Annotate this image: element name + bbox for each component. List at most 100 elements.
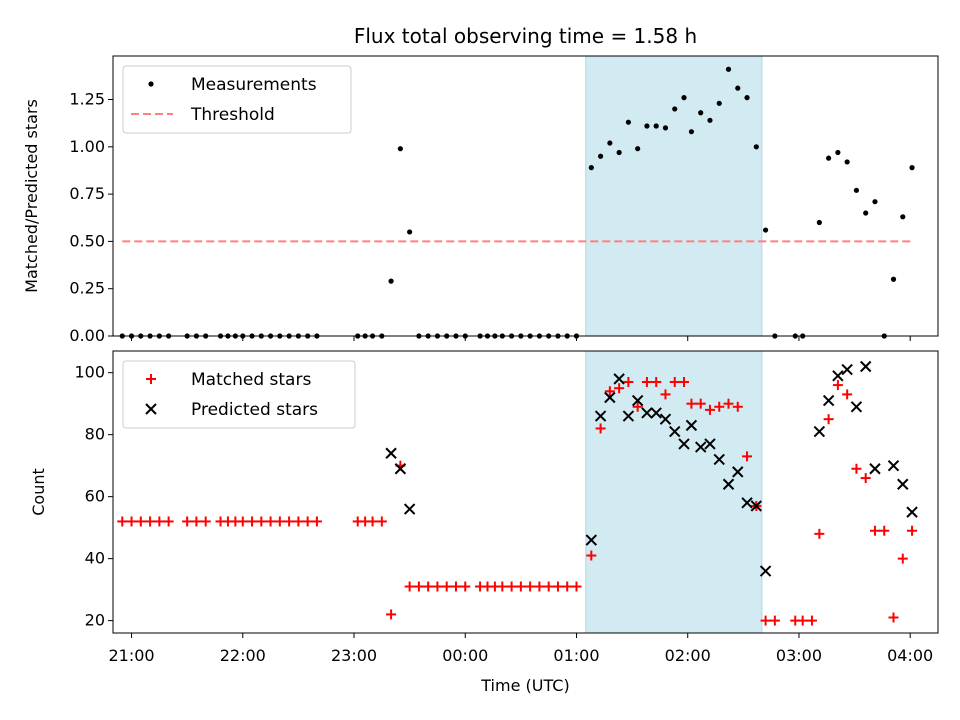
matched-point [200, 516, 211, 527]
data-point [607, 140, 613, 146]
x-axis-label: Time (UTC) [480, 676, 569, 695]
matched-point [879, 525, 890, 536]
matched-point [441, 581, 452, 592]
data-point [681, 95, 687, 101]
predicted-point [659, 413, 672, 425]
matched-point [669, 376, 680, 387]
legend-swatch [145, 403, 157, 415]
matched-point [869, 525, 880, 536]
data-point [698, 110, 704, 116]
matched-point [907, 525, 918, 536]
predicted-point [622, 410, 635, 422]
predicted-point [741, 497, 753, 509]
predicted-point [631, 394, 644, 407]
y-tick-label: 80 [85, 425, 105, 444]
legend-box [122, 65, 352, 134]
data-point [735, 85, 741, 91]
matched-point [386, 609, 397, 620]
legend-label: Measurements [191, 75, 317, 95]
matched-point [571, 581, 582, 592]
matched-point [586, 550, 597, 561]
y-tick-label: 0.50 [69, 231, 105, 250]
y-tick-label: 0.25 [69, 279, 105, 298]
predicted-point [650, 407, 662, 419]
matched-point [614, 383, 625, 394]
data-point [716, 100, 722, 106]
matched-point [450, 581, 461, 592]
x-tick-label: 02:00 [665, 646, 711, 665]
predicted-point [713, 453, 725, 466]
data-point [653, 123, 659, 129]
data-point [900, 214, 906, 220]
matched-point [145, 516, 156, 527]
matched-point [888, 612, 899, 623]
matched-point [704, 404, 715, 415]
legend-swatch [148, 81, 154, 87]
predicted-point [403, 503, 416, 515]
observing-window-span [585, 55, 763, 337]
data-point [635, 146, 641, 152]
predicted-point [897, 478, 909, 490]
y-tick-label: 20 [85, 611, 105, 630]
predicted-point [613, 373, 625, 385]
matched-point [515, 581, 526, 592]
matched-point [679, 376, 690, 387]
legend-label: Matched stars [191, 370, 311, 390]
data-point [744, 95, 750, 101]
matched-point [842, 389, 853, 400]
x-tick-label: 04:00 [887, 646, 933, 665]
data-point [616, 149, 622, 156]
matched-point [632, 401, 643, 412]
matched-point [163, 516, 174, 527]
data-point [909, 165, 915, 171]
legend: Matched stars Predicted stars [122, 360, 356, 429]
predicted-point [750, 500, 763, 512]
predicted-point [678, 438, 690, 450]
matched-point [797, 615, 808, 626]
predicted-point [641, 407, 653, 419]
matched-point [806, 615, 817, 626]
matched-point [595, 423, 606, 434]
data-point [725, 66, 732, 72]
predicted-point [585, 534, 598, 546]
predicted-point [685, 419, 698, 432]
predicted-point [604, 391, 616, 404]
matched-point [413, 581, 424, 592]
matched-point [265, 516, 276, 527]
matched-point [562, 581, 573, 592]
chart-title: Flux total observing time = 1.58 h [354, 24, 697, 48]
panel-top-chart: 0.00 0.25 0.50 0.75 1.00 1.25 Flux total obser… [22, 24, 939, 345]
plot-frame [112, 55, 939, 337]
legend-label: Threshold [190, 105, 275, 125]
data-point [762, 227, 769, 233]
matched-point [247, 516, 258, 527]
y-tick-label: 0.75 [69, 184, 105, 203]
matched-point [760, 615, 771, 626]
matched-point [552, 581, 563, 592]
data-point [826, 155, 832, 161]
matched-point [237, 516, 248, 527]
series-predicted-stars [385, 360, 918, 577]
matched-point [651, 376, 662, 387]
matched-point [714, 401, 725, 412]
predicted-point [394, 463, 407, 475]
matched-point [660, 389, 671, 400]
matched-point [274, 516, 285, 527]
predicted-point [841, 363, 853, 376]
data-point [644, 123, 650, 129]
matched-point [367, 516, 378, 527]
matched-point [135, 516, 146, 527]
panel-bottom-chart: 20 40 60 80 100 21:00 22:00 23:00 00:00 01:00 02:0… [29, 350, 939, 695]
matched-point [534, 581, 545, 592]
matched-point [823, 414, 834, 425]
matched-point [154, 516, 165, 527]
matched-point [126, 516, 137, 527]
matched-point [543, 581, 554, 592]
matched-point [302, 516, 313, 527]
data-point [707, 117, 713, 123]
matched-point [814, 528, 825, 539]
predicted-point [669, 425, 681, 438]
matched-point [404, 581, 415, 592]
matched-point [695, 398, 706, 409]
